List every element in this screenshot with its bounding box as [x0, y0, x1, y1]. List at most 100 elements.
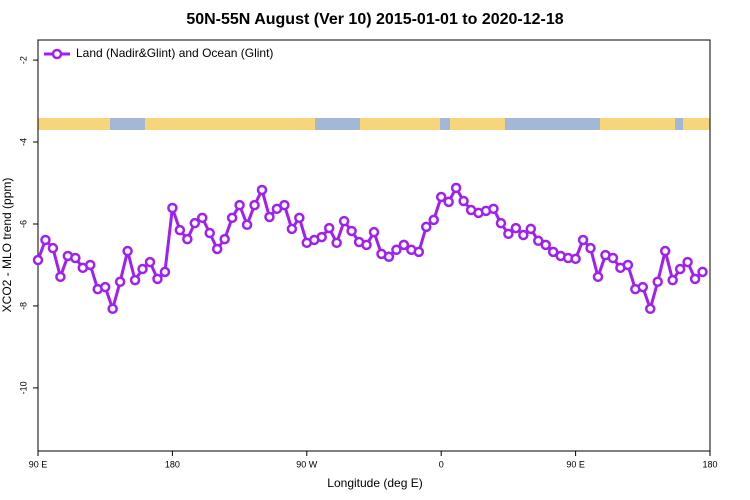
data-point	[70, 252, 81, 264]
data-point	[488, 203, 499, 215]
data-point	[256, 184, 268, 196]
plot-frame	[37, 39, 711, 452]
data-point	[421, 221, 432, 233]
data-point	[32, 254, 44, 266]
y-tick-label: -4	[18, 138, 28, 146]
data-point	[249, 199, 260, 211]
data-point	[570, 253, 581, 265]
data-point	[219, 233, 230, 245]
strip-land	[600, 118, 675, 130]
data-point	[197, 212, 208, 224]
data-point	[503, 228, 514, 240]
data-point	[540, 239, 551, 251]
strip-land	[683, 118, 710, 130]
data-point	[674, 263, 686, 275]
data-point	[286, 223, 298, 235]
data-point	[450, 182, 462, 194]
data-point	[226, 212, 238, 224]
data-point	[279, 199, 290, 211]
data-point	[645, 303, 656, 315]
data-point	[667, 274, 678, 286]
land-ocean-strip	[38, 118, 710, 130]
data-point	[525, 223, 537, 235]
data-point	[689, 273, 701, 285]
data-point	[682, 256, 693, 268]
data-point	[294, 212, 305, 224]
data-point	[659, 245, 671, 257]
strip-land	[38, 118, 110, 130]
data-point	[114, 276, 126, 288]
data-point	[622, 259, 634, 271]
data-point	[652, 276, 663, 288]
data-point	[129, 274, 141, 286]
strip-land	[360, 118, 440, 130]
data-point	[607, 252, 619, 264]
data-point	[533, 235, 544, 247]
y-tick-label: -10	[18, 381, 28, 394]
data-point	[413, 246, 425, 258]
data-point	[428, 214, 439, 226]
data-point	[189, 217, 201, 229]
data-point	[495, 217, 507, 229]
data-point	[398, 239, 410, 251]
chart-title: 50N-55N August (Ver 10) 2015-01-01 to 20…	[186, 11, 563, 28]
x-tick-label: 0	[439, 459, 444, 469]
x-tick-label: 90 E	[29, 459, 48, 469]
data-point	[234, 199, 245, 211]
data-point	[331, 237, 342, 249]
data-point	[241, 219, 253, 231]
x-tick-label: 180	[702, 459, 717, 469]
data-point	[107, 303, 118, 315]
data-point	[144, 256, 156, 268]
data-point	[443, 196, 454, 208]
data-point	[435, 191, 447, 203]
y-axis-label: XCO2 - MLO trend (ppm)	[0, 178, 14, 313]
data-point	[122, 245, 133, 257]
data-point	[592, 271, 604, 283]
data-point	[174, 224, 186, 236]
data-point	[316, 231, 327, 243]
data-point	[152, 273, 163, 285]
data-point	[361, 239, 372, 251]
data-point	[383, 251, 395, 263]
data-point	[637, 281, 649, 293]
data-point	[346, 225, 357, 237]
x-tick-label: 90 W	[296, 459, 318, 469]
data-point	[510, 222, 522, 234]
y-tick-label: -2	[18, 56, 28, 64]
data-point	[458, 195, 469, 207]
data-point	[167, 202, 178, 214]
data-point	[85, 259, 96, 271]
strip-land	[145, 118, 315, 130]
strip-land	[450, 118, 505, 130]
data-point	[55, 271, 66, 283]
y-tick-label: -6	[18, 220, 28, 228]
data-point	[182, 233, 193, 245]
data-point	[577, 234, 589, 246]
data-point	[368, 226, 380, 238]
data-point	[47, 242, 59, 254]
data-point	[159, 266, 171, 278]
data-point	[697, 266, 708, 278]
data-point	[338, 215, 350, 227]
data-point	[137, 263, 148, 275]
y-tick-label: -8	[18, 302, 28, 310]
legend-marker	[51, 48, 63, 60]
data-point	[264, 211, 275, 223]
data-point	[204, 227, 215, 239]
data-point	[518, 229, 529, 241]
x-tick-label: 180	[165, 459, 180, 469]
data-point	[323, 222, 335, 234]
data-point	[391, 244, 402, 256]
data-point	[211, 243, 223, 255]
legend-label: Land (Nadir&Glint) and Ocean (Glint)	[76, 46, 273, 60]
data-point	[585, 242, 596, 254]
x-tick-label: 90 E	[566, 459, 585, 469]
data-point	[99, 281, 111, 293]
x-axis-label: Longitude (deg E)	[327, 476, 422, 490]
data-point	[40, 234, 51, 246]
